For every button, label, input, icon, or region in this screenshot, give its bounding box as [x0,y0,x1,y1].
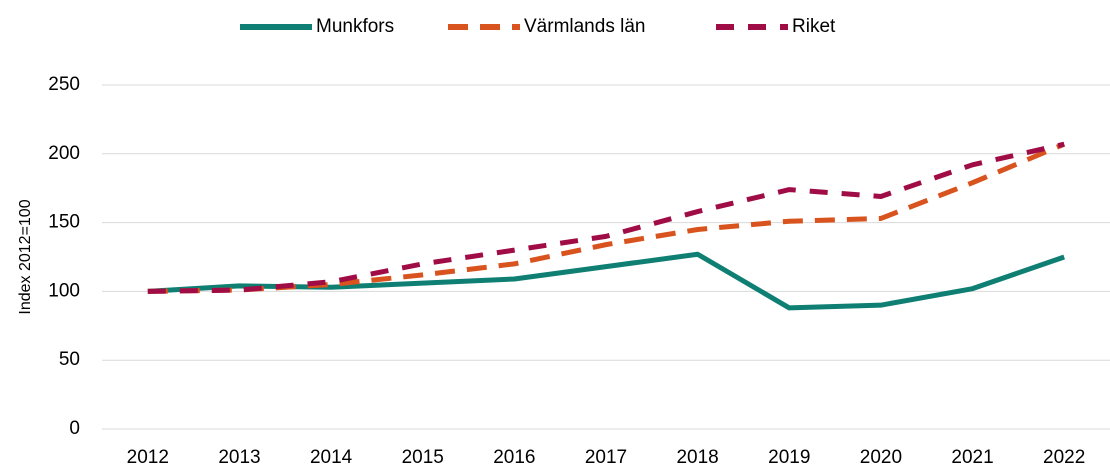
y-tick-label: 0 [69,418,80,439]
y-axis-label: Index 2012=100 [17,199,34,314]
x-tick-label: 2015 [402,447,444,468]
x-tick-label: 2012 [127,447,169,468]
series-line [147,251,1065,311]
x-tick-label: 2020 [860,447,902,468]
series-line [147,141,1066,294]
y-tick-label: 250 [48,74,80,95]
x-tick-label: 2018 [676,447,718,468]
x-tick-label: 2014 [310,447,353,468]
y-tick-label: 150 [48,212,80,233]
legend-label: Värmlands län [524,16,645,37]
series-line [147,141,1065,294]
x-tick-label: 2013 [218,447,260,468]
x-tick-label: 2021 [951,447,993,468]
x-tick-label: 2017 [585,447,627,468]
legend-label: Riket [792,16,836,37]
y-tick-label: 50 [59,349,80,370]
x-tick-label: 2019 [768,447,810,468]
legend-label: Munkfors [316,16,394,37]
x-tick-label: 2022 [1043,447,1085,468]
y-tick-label: 200 [48,143,80,164]
y-tick-label: 100 [48,280,80,301]
x-tick-label: 2016 [493,447,535,468]
